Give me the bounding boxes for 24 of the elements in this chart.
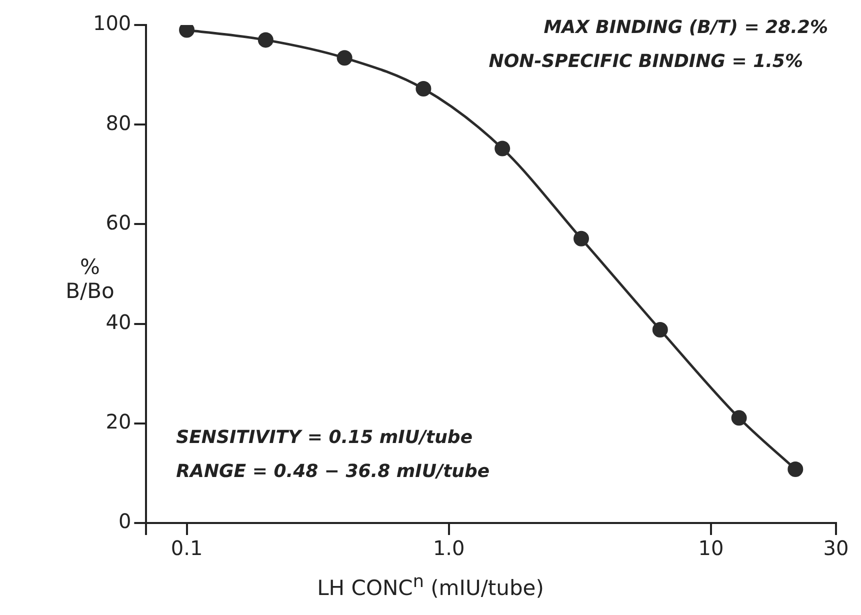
x-tick-label: 30 xyxy=(823,536,849,560)
x-tick-label: 10 xyxy=(698,536,724,560)
y-tick-label: 60 xyxy=(106,210,132,234)
x-tick-label: 1.0 xyxy=(432,536,465,560)
y-tick-label: 40 xyxy=(106,310,132,334)
y-tick-label: 80 xyxy=(106,110,132,135)
point xyxy=(179,25,195,38)
annotation: SENSITIVITY = 0.15 mIU/tube xyxy=(176,427,473,448)
annotation: MAX BINDING (B/T) = 28.2% xyxy=(544,17,828,38)
y-tick-label: 100 xyxy=(92,11,132,36)
y-axis-title: % B/Bo xyxy=(64,255,116,303)
point xyxy=(336,50,352,66)
point xyxy=(258,32,274,48)
point xyxy=(416,80,432,96)
annotation: RANGE = 0.48 − 36.8 mIU/tube xyxy=(176,461,490,482)
point xyxy=(494,140,510,156)
point xyxy=(652,322,668,338)
annotation: NON-SPECIFIC BINDING = 1.5% xyxy=(488,51,803,72)
point xyxy=(574,230,590,246)
y-tick-label: 0 xyxy=(118,509,132,534)
point xyxy=(731,410,747,426)
x-tick-label: 0.1 xyxy=(170,536,203,560)
x-axis-title: LH CONC$^{n}$ (mIU/tube) xyxy=(316,572,545,600)
y-tick-label: 20 xyxy=(106,410,132,434)
